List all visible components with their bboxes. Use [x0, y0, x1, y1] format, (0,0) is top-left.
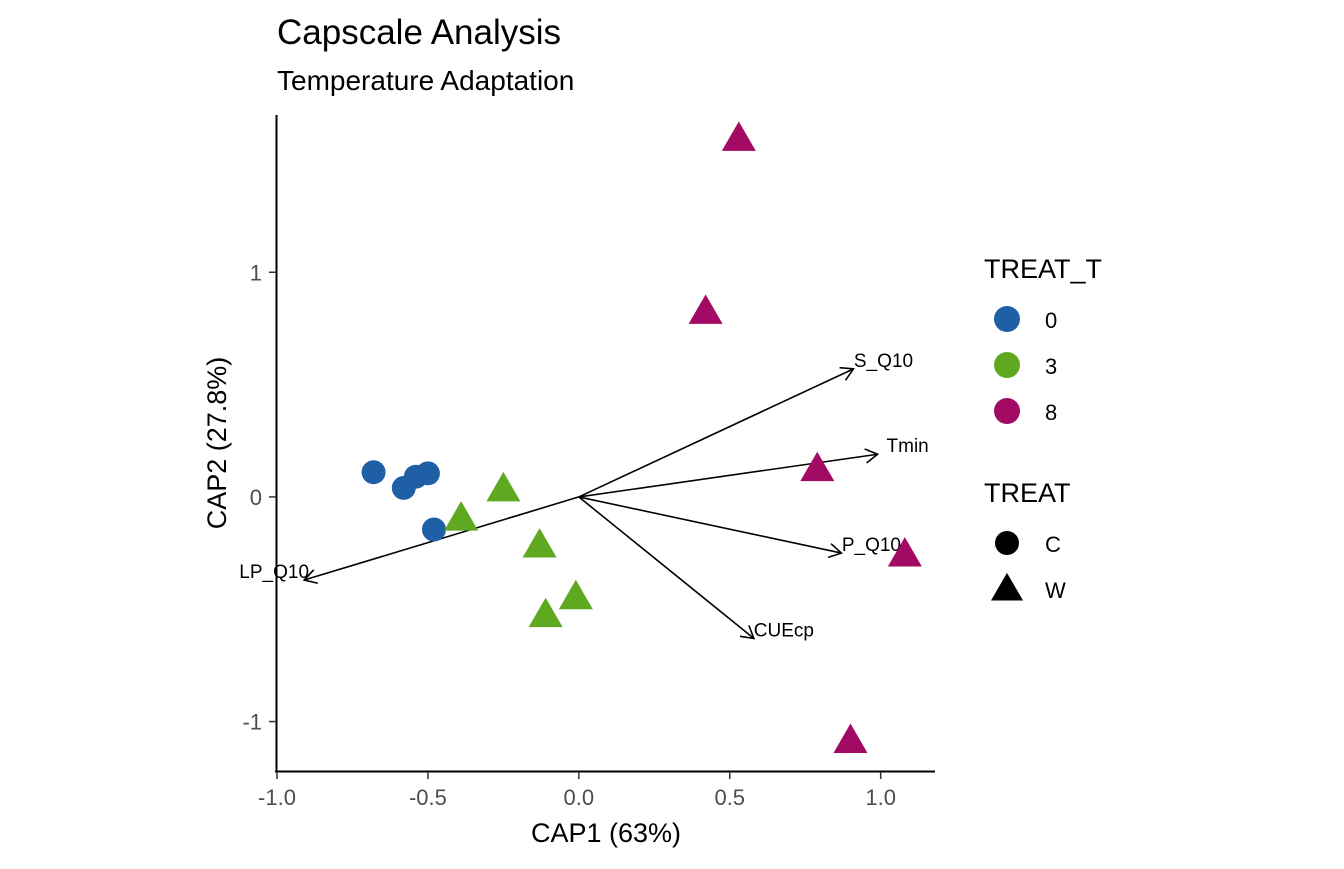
vector-label: S_Q10: [854, 351, 913, 372]
vector-arrow-line: [578, 453, 878, 498]
chart-subtitle: Temperature Adaptation: [277, 65, 574, 96]
x-axis-title: CAP1 (63%): [531, 818, 681, 848]
legend-label: C: [1045, 532, 1061, 557]
vector-arrow-head: [864, 448, 880, 464]
y-tick-label: -1: [242, 710, 262, 735]
x-tick-label: -0.5: [409, 785, 447, 810]
point-triangle: [444, 501, 479, 531]
legend-title: TREAT: [984, 478, 1071, 508]
point-circle: [361, 460, 386, 485]
point-triangle: [688, 294, 723, 324]
point-triangle: [721, 121, 756, 151]
point-triangle: [522, 528, 557, 558]
vector-label: LP_Q10: [239, 562, 309, 583]
vector-arrow-head: [302, 569, 318, 585]
vector-arrow-line: [578, 368, 854, 498]
x-tick-label: 1.0: [865, 785, 896, 810]
vector-label: P_Q10: [842, 535, 901, 556]
point-triangle: [528, 597, 563, 628]
point-triangle: [800, 451, 835, 482]
point-triangle: [887, 537, 922, 567]
vector-arrow-head: [839, 366, 855, 381]
vector-arrow-head: [827, 543, 843, 559]
plot-area: S_Q10 Tmin P_Q10 CUEcp LP_Q10: [239, 121, 929, 753]
legend-label: 8: [1045, 400, 1057, 425]
legend: TREAT_T 0 3 8 TREAT CW: [984, 254, 1102, 603]
legend-key-circle: [995, 531, 1019, 555]
point-circle: [421, 517, 446, 542]
x-tick-label: 0.5: [714, 785, 745, 810]
legend-title: TREAT_T: [984, 254, 1102, 284]
legend-key-triangle: [991, 572, 1023, 601]
legend-key-circle: [994, 398, 1020, 424]
point-triangle: [833, 723, 868, 753]
axis-ticks: -1.0 -0.5 0.0 0.5 1.0 -1 0 1: [242, 260, 896, 810]
legend-key-circle: [994, 352, 1020, 378]
x-tick-label: -1.0: [258, 785, 296, 810]
legend-label: 0: [1045, 308, 1057, 333]
vector-label: CUEcp: [754, 620, 814, 641]
legend-label: W: [1045, 578, 1066, 603]
point-triangle: [558, 579, 593, 610]
y-tick-label: 0: [250, 485, 262, 510]
chart-title: Capscale Analysis: [277, 13, 561, 52]
vector-arrow-line: [578, 496, 842, 554]
vector-arrow-line: [578, 496, 755, 640]
legend-label: 3: [1045, 354, 1057, 379]
point-triangle: [486, 471, 521, 502]
y-axis-title: CAP2 (27.8%): [202, 357, 232, 530]
x-tick-label: 0.0: [564, 785, 595, 810]
vector-label: Tmin: [887, 436, 929, 457]
y-tick-label: 1: [250, 260, 262, 285]
legend-key-circle: [994, 306, 1020, 332]
vector-arrow-head: [739, 625, 756, 640]
point-circle: [415, 461, 440, 486]
